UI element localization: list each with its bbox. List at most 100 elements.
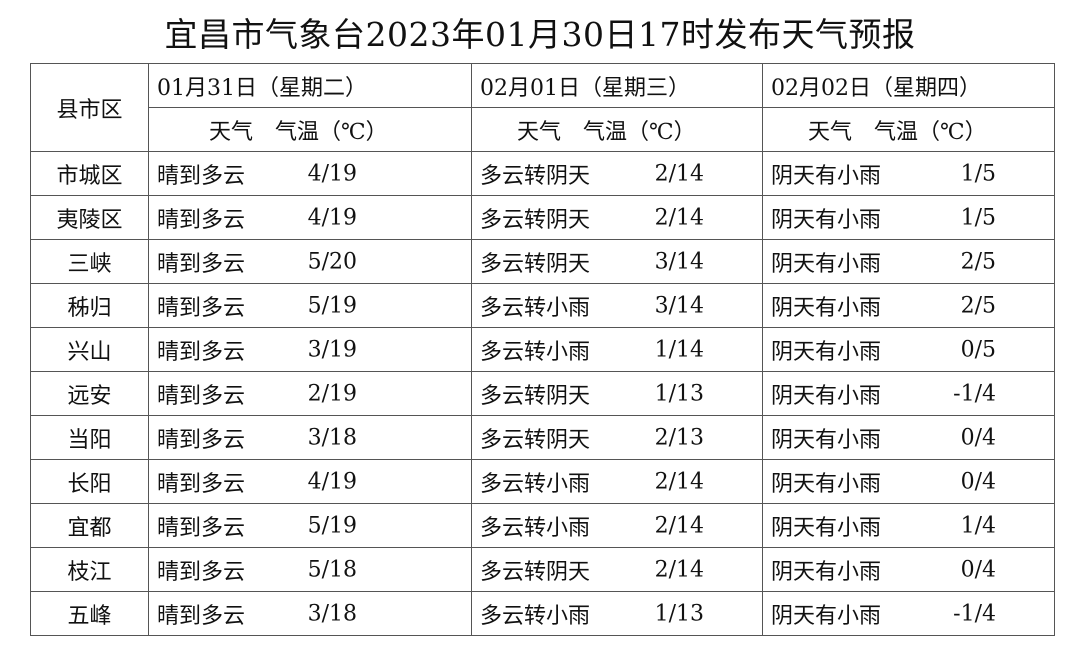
table-row: 秭归 晴到多云 5/19 多云转小雨 3/14 阴天有小雨 2/5 (30, 283, 1055, 328)
forecast-cell: 晴到多云 5/20 (148, 239, 472, 284)
forecast-cell: 晴到多云 3/18 (148, 591, 472, 636)
temperature-text: 2/5 (960, 249, 996, 274)
temperature-text: 2/14 (654, 557, 704, 582)
temperature-text: 2/5 (960, 293, 996, 318)
temperature-text: 1/5 (960, 205, 996, 230)
forecast-cell: 多云转小雨 2/14 (471, 503, 763, 548)
forecast-cell: 多云转阴天 2/13 (471, 415, 763, 460)
weather-text: 阴天有小雨 (771, 251, 882, 277)
sub-header: 天气 气温（℃） (762, 107, 1055, 152)
table-row: 市城区 晴到多云 4/19 多云转阴天 2/14 阴天有小雨 1/5 (30, 151, 1055, 196)
weather-text: 阴天有小雨 (771, 471, 882, 497)
weather-text: 晴到多云 (157, 339, 246, 365)
weather-text: 多云转阴天 (480, 383, 591, 409)
temp-label: 气温（℃） (874, 119, 987, 145)
forecast-cell: 多云转阴天 2/14 (471, 195, 763, 240)
forecast-cell: 阴天有小雨 0/5 (762, 327, 1055, 372)
forecast-cell: 晴到多云 5/19 (148, 503, 472, 548)
forecast-cell: 晴到多云 3/18 (148, 415, 472, 460)
temperature-text: 1/13 (654, 601, 704, 626)
temperature-text: 1/14 (654, 337, 704, 362)
temperature-text: 2/14 (654, 469, 704, 494)
day-header: 02月02日（星期四） (762, 63, 1055, 108)
weather-label: 天气 (517, 119, 562, 145)
temperature-text: 4/19 (307, 469, 357, 494)
temperature-text: 3/18 (307, 601, 357, 626)
day-date: 02月01日（星期三） (480, 75, 690, 101)
forecast-cell: 阴天有小雨 -1/4 (762, 591, 1055, 636)
weather-text: 多云转阴天 (480, 251, 591, 277)
weather-text: 多云转阴天 (480, 427, 591, 453)
temp-label: 气温（℃） (275, 119, 388, 145)
table-row: 三峡 晴到多云 5/20 多云转阴天 3/14 阴天有小雨 2/5 (30, 239, 1055, 284)
forecast-cell: 晴到多云 3/19 (148, 327, 472, 372)
day-header: 02月01日（星期三） (471, 63, 763, 108)
forecast-cell: 多云转阴天 1/13 (471, 371, 763, 416)
temperature-text: 3/19 (307, 337, 357, 362)
weather-text: 阴天有小雨 (771, 383, 882, 409)
region-cell: 兴山 (30, 327, 149, 372)
forecast-cell: 多云转小雨 3/14 (471, 283, 763, 328)
forecast-cell: 晴到多云 5/19 (148, 283, 472, 328)
temperature-text: 5/20 (307, 249, 357, 274)
table-row: 枝江 晴到多云 5/18 多云转阴天 2/14 阴天有小雨 0/4 (30, 547, 1055, 592)
weather-text: 阴天有小雨 (771, 603, 882, 629)
temperature-text: 4/19 (307, 161, 357, 186)
weather-text: 阴天有小雨 (771, 559, 882, 585)
weather-text: 晴到多云 (157, 471, 246, 497)
region-cell: 当阳 (30, 415, 149, 460)
weather-text: 晴到多云 (157, 207, 246, 233)
forecast-cell: 多云转小雨 2/14 (471, 459, 763, 504)
forecast-cell: 晴到多云 4/19 (148, 195, 472, 240)
weather-text: 阴天有小雨 (771, 515, 882, 541)
weather-text: 多云转小雨 (480, 471, 591, 497)
forecast-cell: 阴天有小雨 2/5 (762, 283, 1055, 328)
forecast-cell: 阴天有小雨 -1/4 (762, 371, 1055, 416)
weather-text: 阴天有小雨 (771, 427, 882, 453)
weather-text: 晴到多云 (157, 427, 246, 453)
temperature-text: 0/5 (960, 337, 996, 362)
temperature-text: 0/4 (960, 557, 996, 582)
table-row: 当阳 晴到多云 3/18 多云转阴天 2/13 阴天有小雨 0/4 (30, 415, 1055, 460)
table-row: 远安 晴到多云 2/19 多云转阴天 1/13 阴天有小雨 -1/4 (30, 371, 1055, 416)
temperature-text: 5/19 (307, 513, 357, 538)
sub-header: 天气 气温（℃） (148, 107, 472, 152)
temperature-text: 0/4 (960, 469, 996, 494)
forecast-cell: 阴天有小雨 1/5 (762, 195, 1055, 240)
weather-text: 多云转小雨 (480, 339, 591, 365)
region-cell: 市城区 (30, 151, 149, 196)
forecast-cell: 晴到多云 4/19 (148, 459, 472, 504)
weather-text: 晴到多云 (157, 163, 246, 189)
forecast-cell: 阴天有小雨 0/4 (762, 547, 1055, 592)
region-cell: 宜都 (30, 503, 149, 548)
header-row-labels: 天气 气温（℃） 天气 气温（℃） 天气 气温（℃） (31, 107, 1055, 152)
temperature-text: 1/4 (960, 513, 996, 538)
table-row: 五峰 晴到多云 3/18 多云转小雨 1/13 阴天有小雨 -1/4 (30, 591, 1055, 636)
temperature-text: 0/4 (960, 425, 996, 450)
day-date: 01月31日（星期二） (157, 75, 367, 101)
weather-text: 多云转小雨 (480, 515, 591, 541)
temperature-text: 5/19 (307, 293, 357, 318)
weather-label: 天气 (808, 119, 853, 145)
temperature-text: 2/13 (654, 425, 704, 450)
sub-header: 天气 气温（℃） (471, 107, 763, 152)
forecast-cell: 阴天有小雨 1/5 (762, 151, 1055, 196)
temperature-text: 5/18 (307, 557, 357, 582)
weather-text: 多云转阴天 (480, 207, 591, 233)
weather-text: 阴天有小雨 (771, 339, 882, 365)
temperature-text: -1/4 (953, 381, 996, 406)
forecast-cell: 多云转阴天 3/14 (471, 239, 763, 284)
page-title: 宜昌市气象台2023年01月30日17时发布天气预报 (164, 15, 916, 54)
temperature-text: 3/18 (307, 425, 357, 450)
forecast-cell: 阴天有小雨 1/4 (762, 503, 1055, 548)
region-cell: 三峡 (30, 239, 149, 284)
temperature-text: 1/5 (960, 161, 996, 186)
table-row: 长阳 晴到多云 4/19 多云转小雨 2/14 阴天有小雨 0/4 (30, 459, 1055, 504)
forecast-cell: 多云转阴天 2/14 (471, 151, 763, 196)
weather-text: 晴到多云 (157, 383, 246, 409)
forecast-cell: 多云转小雨 1/13 (471, 591, 763, 636)
temperature-text: 2/14 (654, 513, 704, 538)
weather-text: 阴天有小雨 (771, 295, 882, 321)
day-date: 02月02日（星期四） (771, 75, 981, 101)
temp-label: 气温（℃） (583, 119, 696, 145)
